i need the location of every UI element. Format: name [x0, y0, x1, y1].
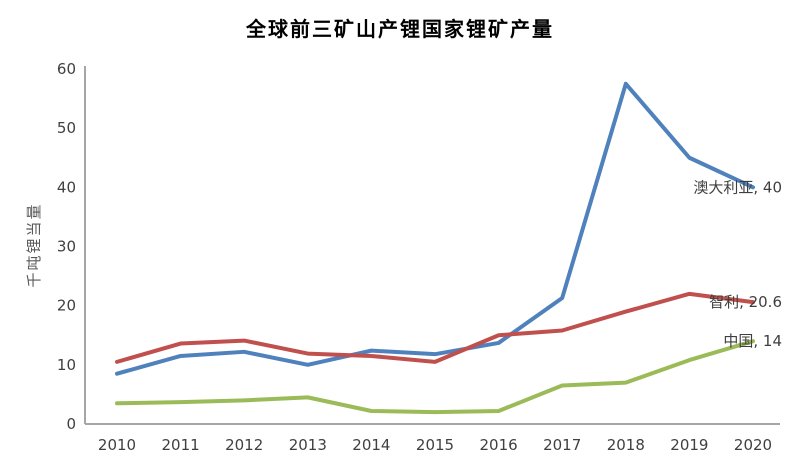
x-tick-label: 2012 [225, 436, 263, 454]
series-line-chile [115, 291, 755, 364]
y-tick-label: 0 [66, 415, 76, 433]
y-tick-label: 30 [57, 238, 76, 256]
x-tick-label: 2014 [352, 436, 390, 454]
y-tick-label: 60 [57, 60, 76, 78]
y-tick-label: 50 [57, 119, 76, 137]
y-tick-label: 20 [57, 297, 76, 315]
series-end-label-chile: 智利, 20.6 [709, 293, 782, 311]
chart-title: 全球前三矿山产锂国家锂矿产量 [246, 19, 554, 41]
x-tick-label: 2019 [670, 436, 708, 454]
x-tick-label: 2020 [734, 436, 772, 454]
x-tick-label: 2015 [416, 436, 454, 454]
series-end-label-china: 中国, 14 [723, 332, 782, 350]
x-tick-label: 2016 [480, 436, 518, 454]
x-tick-label: 2017 [543, 436, 581, 454]
y-tick-label: 10 [57, 356, 76, 374]
x-tick-label: 2013 [289, 436, 327, 454]
x-tick-label: 2010 [98, 436, 136, 454]
y-tick-label: 40 [57, 178, 76, 196]
x-tick-label: 2011 [162, 436, 200, 454]
x-tick-label: 2018 [607, 436, 645, 454]
series-line-australia [115, 81, 755, 376]
series-line-china [115, 339, 755, 415]
series-end-label-australia: 澳大利亚, 40 [693, 178, 782, 196]
